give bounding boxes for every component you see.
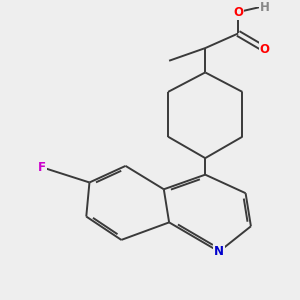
Text: H: H: [260, 1, 270, 14]
Text: F: F: [38, 161, 46, 174]
Text: N: N: [214, 245, 224, 258]
Text: O: O: [260, 43, 270, 56]
Text: O: O: [233, 6, 243, 19]
